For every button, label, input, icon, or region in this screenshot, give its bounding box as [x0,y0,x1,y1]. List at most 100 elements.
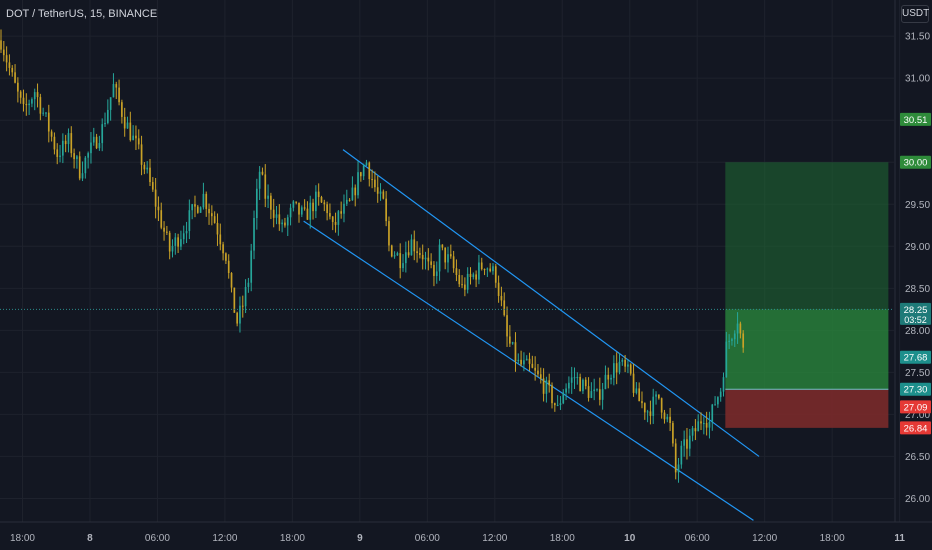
candle-body [19,91,22,98]
price-tag[interactable]: 27.68 [900,350,931,364]
candle-body [613,363,615,378]
candle-body [73,153,75,160]
x-tick-label: 8 [87,533,93,544]
candle-body [638,388,641,402]
candle-body [149,167,151,183]
y-tick-label: 31.00 [905,74,930,85]
candle-body [180,239,182,247]
y-tick-label: 31.50 [905,32,930,43]
candle-body [655,394,657,397]
price-tag[interactable]: 30.00 [900,155,931,169]
candle-body [154,189,157,207]
candle-body [121,102,123,117]
price-tag-value: 28.25 [904,305,928,316]
candle-body [435,271,438,276]
candle-body [607,374,610,380]
candle-body [478,262,480,280]
candle-body [455,268,458,276]
candle-body [697,421,700,432]
candle-body [132,135,134,141]
candle-body [244,286,247,307]
candle-body [433,264,435,276]
candle-body [413,239,416,252]
candle-body [343,203,345,214]
candle-body [379,191,382,194]
candle-body [447,254,449,263]
candle-body [275,214,278,218]
price-tag-value: 27.68 [904,353,928,364]
stop-zone[interactable] [725,389,889,428]
candle-body [168,232,171,252]
price-tag-value: 26.84 [904,423,928,434]
candle-body [45,112,47,114]
candle-body [174,237,177,246]
candle-body [528,358,531,364]
candle-body [312,202,314,212]
candle-body [84,157,87,174]
currency-label[interactable]: USDT [901,5,929,23]
price-tag[interactable]: 27.09 [900,400,931,414]
y-tick-label: 28.00 [905,326,930,337]
candle-body [531,363,534,368]
candle-body [702,423,705,425]
x-tick-label: 18:00 [280,533,305,544]
candle-body [129,122,132,141]
candle-body [300,207,303,215]
candle-body [694,428,697,432]
time-axis[interactable]: 18:00 8 06:00 12:00 18:00 9 06:00 12:00 18:00 10 0… [0,521,932,544]
candle-body [641,401,643,404]
candle-body [525,358,528,361]
candle-body [509,336,511,344]
candle-body [672,423,674,444]
candle-body [733,333,736,340]
price-tag-bg [900,155,931,169]
candle-body [416,251,418,254]
candle-body [166,231,168,233]
candle-body [742,333,745,348]
candle-body [185,231,188,234]
price-tag[interactable]: 26.84 [900,421,931,435]
candles [0,29,745,483]
candle-body [171,245,174,252]
candle-body [438,244,441,272]
candle-body [503,300,506,316]
candle-body [281,222,283,225]
candle-body [728,340,730,342]
price-tag[interactable]: 27.30 [900,382,931,396]
candle-body [424,257,427,260]
candle-body [0,40,2,50]
candle-body [582,379,584,392]
candle-body [396,253,399,256]
candle-body [365,162,368,166]
price-tag[interactable]: 30.51 [900,112,931,126]
candle-body [317,191,320,198]
candle-body [666,416,669,420]
candle-body [340,211,343,214]
candle-body [663,412,666,420]
candle-body [126,122,129,129]
candle-body [548,380,551,386]
candle-body [323,202,326,205]
candle-body [486,268,489,270]
x-tick-label: 06:00 [415,533,440,544]
candle-body [261,171,264,175]
candle-body [270,195,272,210]
price-axis[interactable]: 26.00 26.50 27.00 27.50 28.00 28.50 29.00 29.50… [894,0,931,522]
candle-body [360,172,362,177]
candle-body [177,237,179,247]
candle-body [157,206,160,211]
channel-upper-line[interactable] [342,149,760,457]
candle-body [2,49,5,56]
symbol-title: DOT / TetherUS, 15, BINANCE [6,8,158,20]
candle-body [520,359,522,365]
candle-body [272,209,275,218]
long-position-tool[interactable] [725,162,889,428]
candle-body [570,377,573,383]
candle-body [306,208,309,220]
candle-body [686,439,688,449]
x-tick-label: 18:00 [550,533,575,544]
candle-body [64,140,67,145]
candle-body [410,239,413,256]
